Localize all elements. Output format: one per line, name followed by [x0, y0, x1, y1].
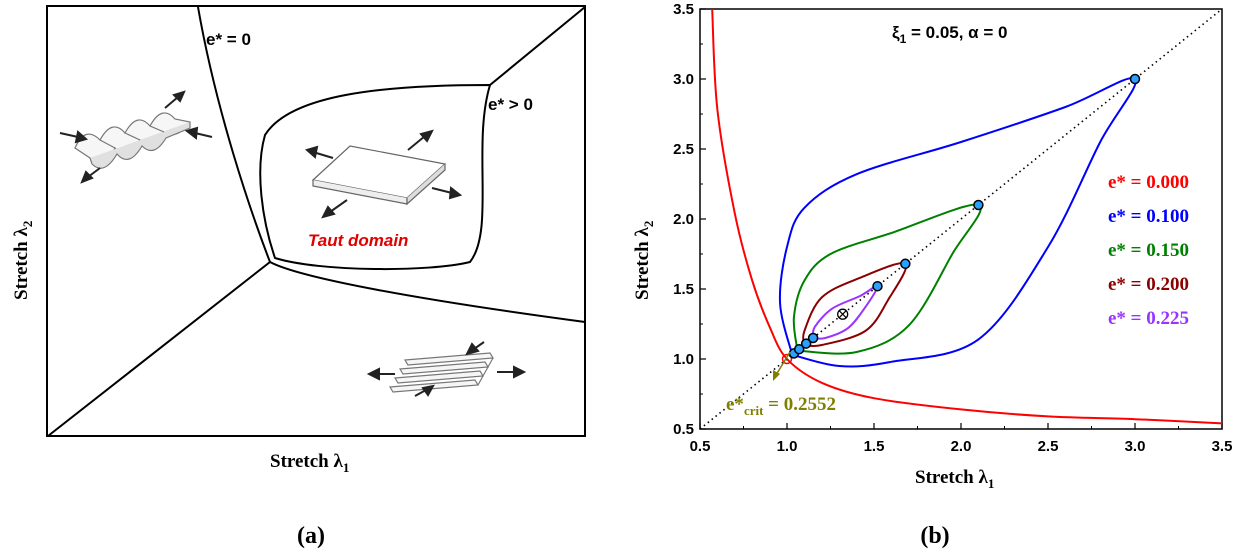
- taut-domain-outline: [259, 83, 492, 271]
- panel-a-frame: [46, 5, 586, 437]
- critical-label: e*crit = 0.2552: [726, 394, 836, 418]
- wrinkle-arrows-bottom: [366, 341, 527, 397]
- label-e-positive: e* > 0: [488, 95, 533, 114]
- panel-b-chart: 0.5 1.0 1.5 2.0 2.5 3.0 3.5 0.5 1.0 1.5 2.0 2.5 3.0 3…: [632, 1, 1232, 549]
- y-tick-label: 3.5: [673, 1, 694, 18]
- panel-b-caption: (b): [920, 523, 949, 549]
- x-tick-label: 2.0: [951, 438, 972, 455]
- curve-marker: [973, 199, 984, 211]
- x-tick-label: 0.5: [690, 438, 711, 455]
- panel-a-caption: (a): [297, 523, 325, 549]
- panel-a-ylabel: Stretch λ2: [11, 221, 35, 300]
- wrinkle-arrows-top: [59, 90, 213, 184]
- x-tick-label: 3.0: [1125, 438, 1146, 455]
- curve-marker: [807, 332, 819, 344]
- boundary-upper-right: [489, 6, 586, 86]
- legend-entry-2: e* = 0.150: [1108, 240, 1189, 261]
- flat-sheet-illustration: [311, 145, 447, 206]
- series-line-2: [792, 203, 982, 355]
- panel-a-xlabel: Stretch λ1: [270, 451, 349, 475]
- chart-xlabel: Stretch λ1: [915, 467, 994, 491]
- curve-marker: [1129, 73, 1141, 85]
- legend: e* = 0.000 e* = 0.100 e* = 0.150 e* = 0.200…: [1108, 172, 1189, 329]
- boundary-lower-right: [269, 261, 586, 323]
- chart-title: ξ1 = 0.05, α = 0: [892, 23, 1007, 46]
- wrinkled-sheet-uniaxial-illustration: [388, 352, 495, 393]
- x-tick-label: 3.5: [1212, 438, 1233, 455]
- curve-end-markers: [781, 73, 1141, 365]
- curve-marker: [872, 280, 883, 292]
- series-line-0: [711, 9, 1222, 425]
- legend-entry-3: e* = 0.200: [1108, 274, 1189, 295]
- y-tick-label: 1.5: [673, 281, 694, 298]
- panel-a-schematic: e* = 0 e* > 0 Taut domain: [11, 5, 586, 549]
- series-line-1: [778, 77, 1137, 368]
- y-tick-label: 2.5: [673, 141, 694, 158]
- chart-ylabel: Stretch λ2: [632, 221, 656, 300]
- x-tick-label: 2.5: [1038, 438, 1059, 455]
- curve-marker: [793, 343, 805, 355]
- curve-marker: [800, 338, 812, 349]
- critical-point-cross: [838, 310, 847, 319]
- critical-arrow: [775, 351, 791, 376]
- y-tick-label: 3.0: [673, 71, 694, 88]
- critical-arrow-head: [773, 370, 780, 381]
- y-tick-label: 0.5: [673, 421, 694, 438]
- legend-entry-0: e* = 0.000: [1108, 172, 1189, 193]
- curve-marker: [781, 353, 793, 365]
- taut-domain-label: Taut domain: [308, 231, 408, 250]
- x-tick-label: 1.0: [777, 438, 798, 455]
- wrinkled-sheet-biaxial-illustration: [74, 112, 192, 169]
- critical-annotation: e*crit = 0.2552: [726, 351, 836, 418]
- boundary-upper-left: [197, 6, 271, 263]
- y-tick-label: 1.0: [673, 351, 694, 368]
- curve-marker: [900, 258, 911, 270]
- y-tick-label: 2.0: [673, 211, 694, 228]
- legend-entry-4: e* = 0.225: [1108, 308, 1189, 329]
- series-line-3: [802, 262, 908, 348]
- x-tick-label: 1.5: [864, 438, 885, 455]
- legend-entry-1: e* = 0.100: [1108, 206, 1189, 227]
- tension-arrows: [304, 129, 463, 219]
- boundary-lower-left: [47, 261, 271, 437]
- axis-ticks: 0.5 1.0 1.5 2.0 2.5 3.0 3.5 0.5 1.0 1.5 2.0 2.5 3.0 3…: [673, 1, 1232, 455]
- label-e-zero: e* = 0: [206, 30, 251, 49]
